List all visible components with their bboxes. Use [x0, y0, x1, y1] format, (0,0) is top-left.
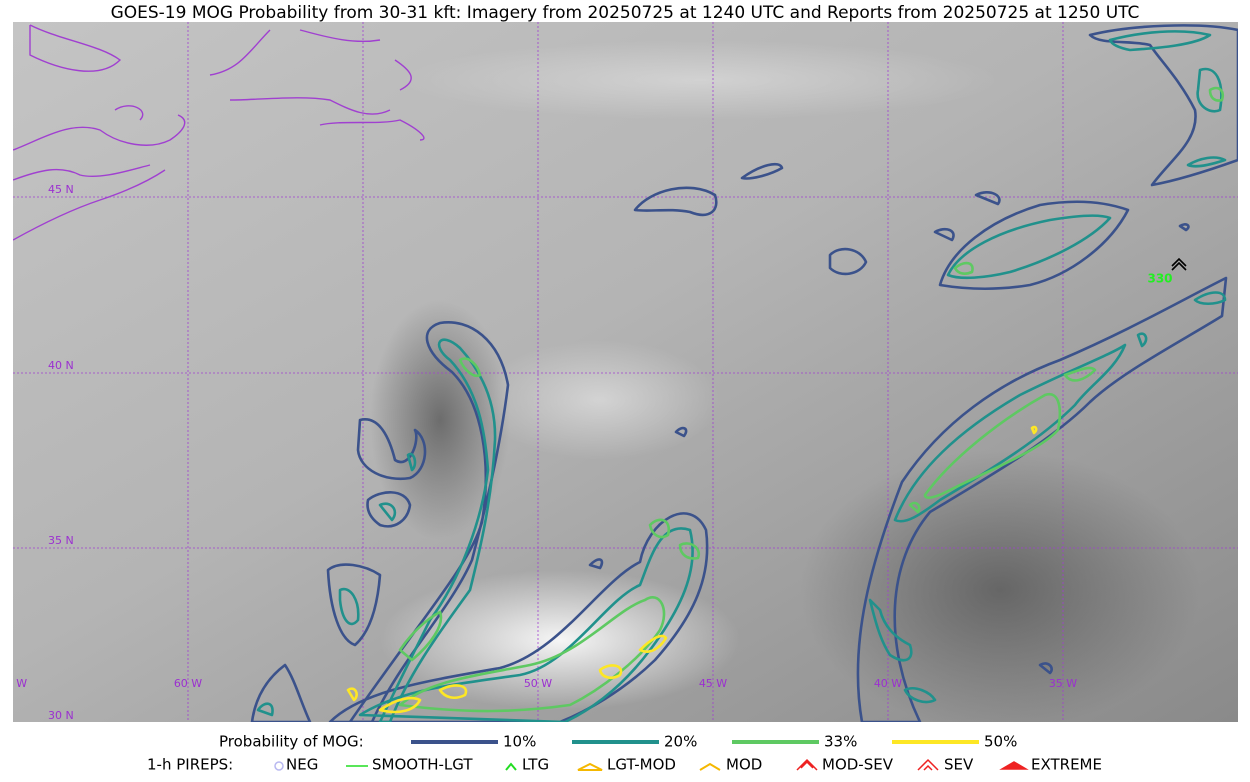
contour: [256, 291, 1227, 717]
coastlines: [13, 24, 425, 241]
contour: [378, 338, 497, 722]
contour: [346, 425, 1038, 714]
legend-label: LTG: [522, 756, 549, 774]
dry-slot: [800, 450, 1200, 722]
legend-icon: [505, 762, 517, 771]
lat-label: 45 N: [48, 183, 74, 196]
legend-label: SMOOTH-LGT: [372, 756, 473, 774]
contour: [1088, 24, 1238, 187]
legend-label: NEG: [286, 756, 318, 774]
contour: [633, 186, 718, 217]
graticule: [13, 22, 1238, 722]
legend: Probability of MOG: 1-h PIREPS: 10% 20% 33…: [147, 733, 1102, 774]
legend-icon: [796, 758, 818, 771]
legend-label: 33%: [824, 733, 857, 751]
legend-label: MOD-SEV: [822, 756, 894, 774]
lon-label: 60 W: [174, 677, 202, 690]
contour: [946, 214, 1112, 280]
lat-label: 30 N: [48, 709, 74, 722]
legend-label: 50%: [984, 733, 1017, 751]
legend-title: Probability of MOG:: [219, 733, 364, 751]
legend-label: MOD: [726, 756, 762, 774]
map: 330 45 N 40 N 35 N 30 N 65 W 60 W 50 W 4…: [0, 22, 1238, 722]
lat-label: 35 N: [48, 534, 74, 547]
contour: [328, 512, 709, 722]
pirep-symbol: [1171, 257, 1187, 271]
legend-icon: [917, 758, 939, 771]
lon-label: 40 W: [874, 677, 902, 690]
cloud-band: [380, 570, 740, 710]
cloud-band: [480, 340, 720, 460]
lon-label: 65 W: [0, 677, 27, 690]
lon-label: 35 W: [1049, 677, 1077, 690]
legend-title: 1-h PIREPS:: [147, 756, 233, 774]
pirep: 330: [1147, 257, 1187, 286]
cloud-band: [400, 40, 1000, 120]
legend-label: EXTREME: [1031, 756, 1102, 774]
dry-slot: [370, 300, 510, 540]
contour: [348, 321, 510, 722]
contour: [458, 86, 1224, 514]
contour: [398, 596, 666, 713]
pirep-altitude: 330: [1147, 272, 1172, 286]
contour: [856, 276, 1228, 722]
legend-label: 10%: [503, 733, 536, 751]
legend-label: SEV: [944, 756, 974, 774]
legend-icon: [577, 762, 603, 771]
title: GOES-19 MOG Probability from 30-31 kft: …: [111, 3, 1140, 23]
longitude-labels: 65 W 60 W 50 W 45 W 40 W 35 W: [0, 677, 1077, 690]
contour: [326, 563, 382, 647]
latitude-labels: 45 N 40 N 35 N 30 N: [48, 183, 74, 722]
contour: [938, 200, 1130, 291]
legend-icon: [999, 761, 1029, 770]
contour: [893, 343, 1127, 523]
contour: [923, 392, 1062, 500]
legend-icon: [699, 762, 721, 771]
contour: [588, 191, 1190, 675]
legend-icon: [274, 761, 284, 771]
coastline: [13, 24, 425, 241]
contour: [828, 247, 868, 276]
lon-label: 45 W: [699, 677, 727, 690]
contour: [398, 518, 701, 662]
contour: [868, 598, 937, 704]
lon-label: 50 W: [524, 677, 552, 690]
contour: [250, 663, 312, 722]
legend-label: LGT-MOD: [607, 756, 676, 774]
lat-label: 40 N: [48, 359, 74, 372]
contour: [1108, 30, 1227, 168]
contour: [366, 491, 412, 528]
contours: [250, 24, 1238, 722]
legend-label: 20%: [664, 733, 697, 751]
contour: [358, 527, 694, 722]
contour: [356, 418, 427, 481]
contour: [740, 162, 784, 180]
